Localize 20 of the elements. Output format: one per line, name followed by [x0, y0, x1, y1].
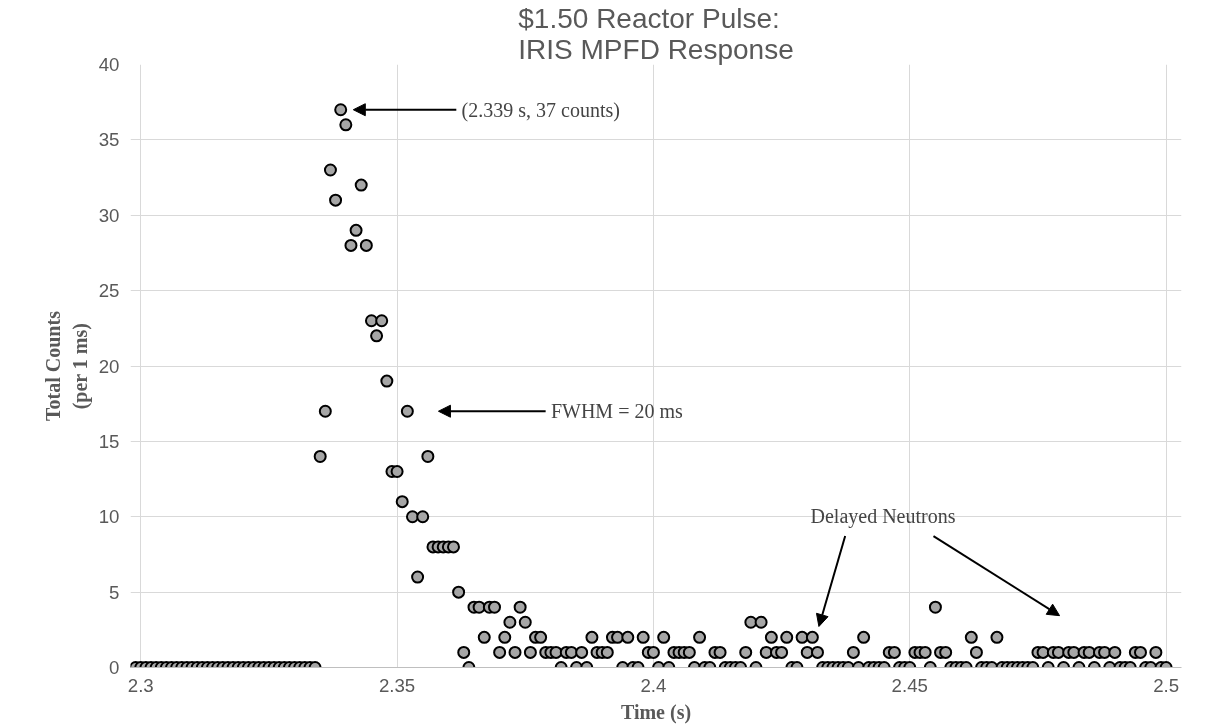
annotation: Delayed Neutrons [810, 504, 956, 528]
x-axis-title: Time (s) [620, 700, 692, 724]
y-tick-label: 20 [98, 355, 120, 377]
x-tick-label: 2.35 [378, 674, 416, 696]
y-tick-label: 5 [109, 581, 120, 603]
x-tick-label: 2.3 [127, 674, 154, 696]
x-tick-label: 2.5 [1153, 674, 1180, 696]
y-tick-label: 0 [109, 657, 120, 678]
y-tick-label: 10 [98, 506, 120, 528]
y-tick-label: 40 [98, 54, 120, 75]
x-tick-label: 2.4 [640, 674, 667, 696]
chart-title: $1.50 Reactor Pulse: IRIS MPFD Response [518, 2, 794, 65]
y-tick-label: 15 [98, 430, 120, 452]
y-tick-label: 25 [98, 280, 120, 302]
y-axis-title: Total Counts (per 1 ms) [42, 310, 92, 421]
y-tick-label: 30 [98, 204, 120, 226]
x-tick-label: 2.45 [891, 674, 928, 696]
annotation: (2.339 s, 37 counts) [461, 98, 620, 122]
y-tick-label: 35 [98, 129, 120, 151]
annotation: FWHM = 20 ms [550, 400, 683, 423]
